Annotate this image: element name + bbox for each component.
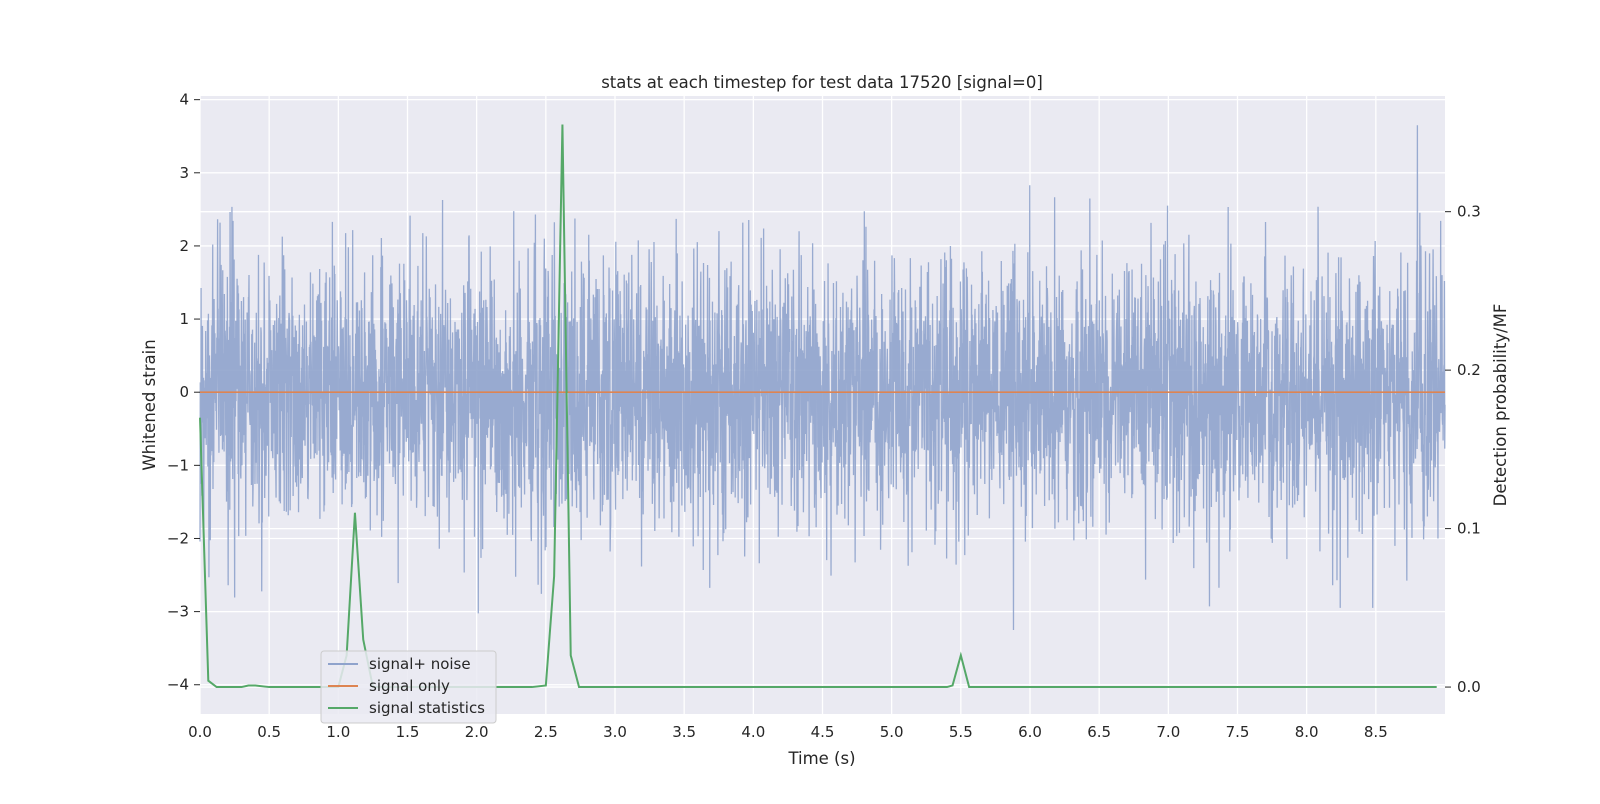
x-tick-label: 7.5	[1226, 723, 1250, 741]
y-left-tick-label: −1	[167, 456, 189, 474]
chart-title: stats at each timestep for test data 175…	[601, 73, 1043, 92]
y-right-tick-labels: 0.3 0.2 0.1 0.0	[1445, 203, 1481, 696]
y-left-tick-label: −3	[167, 603, 189, 621]
x-tick-label: 8.0	[1295, 723, 1319, 741]
legend-box	[320, 650, 497, 724]
legend: signal+ noise signal only signal statist…	[320, 650, 497, 724]
x-axis-label: Time (s)	[787, 749, 855, 768]
series-signal-plus-noise	[199, 125, 1446, 631]
x-tick-label: 0.0	[188, 723, 212, 741]
y-right-tick-label: 0.0	[1457, 678, 1481, 696]
x-tick-label: 7.0	[1156, 723, 1180, 741]
series-layer	[199, 124, 1446, 689]
x-tick-label: 4.0	[741, 723, 765, 741]
y-left-tick-label: 4	[179, 91, 189, 109]
y-right-tick-label: 0.3	[1457, 203, 1481, 221]
legend-label-statistics: signal statistics	[369, 699, 485, 717]
x-tick-label: 3.5	[672, 723, 696, 741]
x-tick-label: 1.0	[326, 723, 350, 741]
y-left-tick-label: 3	[179, 164, 189, 182]
legend-label-noise: signal+ noise	[369, 655, 471, 673]
x-tick-label: 8.5	[1364, 723, 1388, 741]
y-left-tick-labels: 4 3 2 1 0 −1 −2 −3 −4	[167, 91, 200, 694]
y-left-tick-label: −4	[167, 676, 189, 694]
x-tick-label: 2.5	[534, 723, 558, 741]
y-left-tick-label: 1	[179, 310, 189, 328]
x-tick-label: 3.0	[603, 723, 627, 741]
x-tick-label: 4.5	[811, 723, 835, 741]
y-right-axis-label: Detection probability/MF	[1491, 304, 1510, 507]
x-tick-label: 6.5	[1087, 723, 1111, 741]
y-left-tick-label: −2	[167, 529, 189, 547]
y-left-tick-label: 2	[179, 237, 189, 255]
y-right-tick-label: 0.1	[1457, 520, 1481, 538]
y-right-tick-label: 0.2	[1457, 361, 1481, 379]
y-left-tick-label: 0	[179, 383, 189, 401]
x-tick-label: 0.5	[257, 723, 281, 741]
x-tick-label: 1.5	[396, 723, 420, 741]
x-tick-label: 5.0	[880, 723, 904, 741]
x-tick-label: 2.0	[465, 723, 489, 741]
legend-label-signal-only: signal only	[369, 677, 450, 695]
x-tick-label: 5.5	[949, 723, 973, 741]
x-tick-label: 6.0	[1018, 723, 1042, 741]
series-signal-statistics	[199, 124, 1437, 689]
y-left-axis-label: Whitened strain	[140, 339, 159, 470]
x-tick-labels: 0.0 0.5 1.0 1.5 2.0 2.5 3.0 3.5 4.0 4.5 5.0 5.5 6.0 6…	[188, 723, 1388, 741]
